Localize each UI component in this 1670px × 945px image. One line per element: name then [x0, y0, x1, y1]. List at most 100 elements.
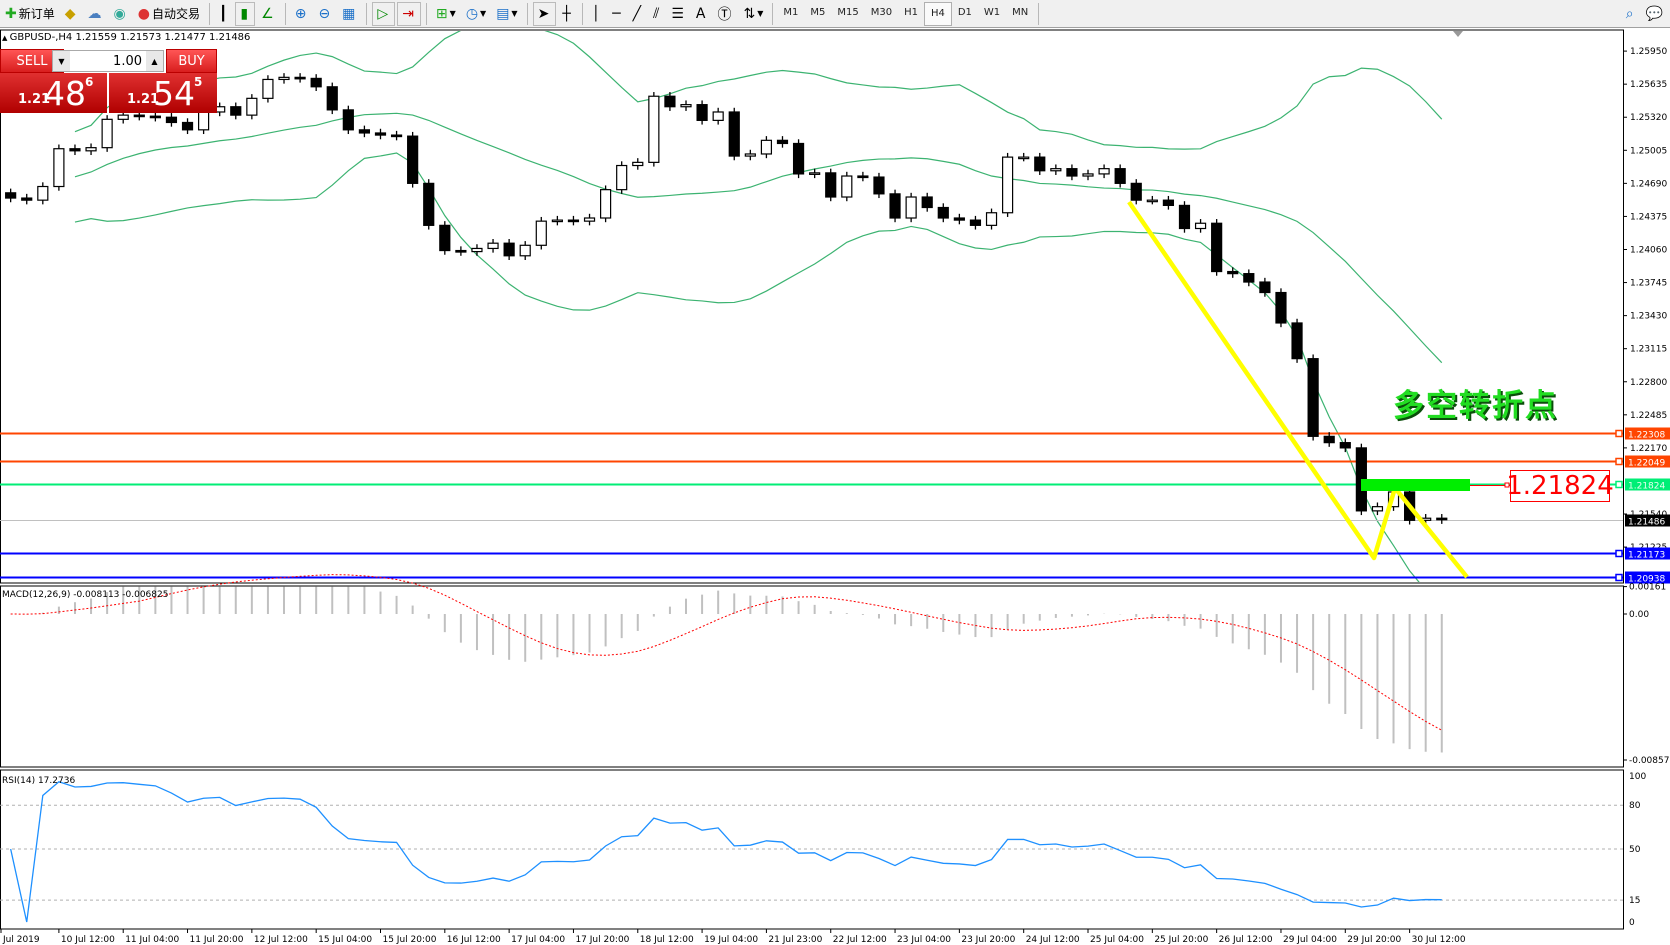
line-handle[interactable] — [1615, 480, 1623, 489]
vertical-line-button[interactable]: │ — [588, 2, 606, 26]
zoom-out-button[interactable]: ⊖ — [314, 2, 336, 26]
candle[interactable] — [1436, 517, 1448, 521]
line-handle[interactable] — [1615, 457, 1623, 466]
candle[interactable] — [1243, 273, 1255, 283]
candle[interactable] — [37, 185, 49, 201]
lot-size-input[interactable]: ▼ 1.00 ▲ — [52, 50, 164, 72]
timeframe-w1[interactable]: W1 — [983, 7, 1001, 18]
candle[interactable] — [69, 148, 81, 152]
candle[interactable] — [198, 111, 210, 131]
zoom-in-button[interactable]: ⊕ — [291, 2, 313, 26]
trendline-button[interactable]: ╱ — [629, 2, 647, 26]
candle[interactable] — [487, 242, 499, 250]
candle[interactable] — [583, 217, 596, 222]
candle[interactable] — [455, 249, 467, 253]
new-order-button[interactable]: ✚ 新订单 — [5, 5, 55, 22]
candle[interactable] — [728, 111, 740, 157]
candle[interactable] — [1371, 506, 1384, 512]
candle[interactable] — [1162, 199, 1175, 207]
candle[interactable] — [1066, 168, 1078, 177]
candle[interactable] — [921, 196, 933, 209]
candle[interactable] — [680, 104, 692, 108]
candle[interactable] — [857, 175, 869, 179]
periods-button[interactable]: ◷ ▼ — [462, 2, 490, 26]
candle[interactable] — [5, 192, 17, 199]
cursor-button[interactable]: ➤ — [532, 1, 557, 26]
candle[interactable] — [712, 111, 724, 121]
candle[interactable] — [1146, 199, 1158, 203]
lot-value[interactable]: 1.00 — [113, 53, 142, 69]
candle[interactable] — [519, 244, 531, 257]
arrows-button[interactable]: ⇅ ▼ — [739, 2, 767, 26]
candle[interactable] — [181, 121, 194, 131]
trend-line[interactable] — [1127, 200, 1469, 579]
candle[interactable] — [1259, 281, 1271, 294]
text-button[interactable]: A — [692, 2, 712, 26]
candle[interactable] — [342, 109, 354, 131]
candle[interactable] — [744, 153, 756, 157]
timeframe-m5[interactable]: M5 — [810, 7, 826, 18]
candle[interactable] — [953, 217, 965, 221]
candle[interactable] — [664, 95, 676, 108]
candle[interactable] — [374, 132, 387, 136]
search-button[interactable]: ⌕ — [1622, 2, 1640, 26]
candle[interactable] — [310, 77, 322, 88]
candle[interactable] — [873, 176, 885, 195]
candle[interactable] — [1194, 222, 1207, 230]
candle[interactable] — [246, 97, 258, 116]
reversal-point-annotation[interactable]: 多空转折点 — [1393, 388, 1558, 424]
buy-button[interactable]: BUY — [166, 49, 217, 73]
candle[interactable] — [1178, 204, 1191, 230]
bar-chart-button[interactable]: ┃ — [215, 2, 233, 26]
candle[interactable] — [760, 139, 773, 155]
navigator-button[interactable]: ☁ — [84, 2, 108, 26]
timeframe-m30[interactable]: M30 — [870, 7, 893, 18]
candle[interactable] — [278, 76, 290, 81]
crosshair-button[interactable]: ┼ — [558, 2, 576, 26]
candle[interactable] — [616, 164, 628, 191]
candle[interactable] — [53, 148, 65, 188]
signals-button[interactable]: ◉ — [110, 2, 132, 26]
candle[interactable] — [809, 172, 821, 175]
candle[interactable] — [1002, 156, 1014, 214]
candle[interactable] — [471, 247, 483, 253]
candle[interactable] — [776, 139, 789, 145]
line-handle[interactable] — [1615, 549, 1623, 558]
candle[interactable] — [1114, 168, 1126, 184]
candle[interactable] — [535, 220, 547, 246]
candle[interactable] — [985, 212, 998, 226]
line-handle[interactable] — [1615, 429, 1623, 438]
auto-scroll-button[interactable]: ▷ — [372, 1, 396, 26]
fibonacci-button[interactable]: ☰ — [667, 2, 690, 26]
line-chart-button[interactable]: ∠ — [257, 2, 280, 26]
candle[interactable] — [1339, 442, 1351, 449]
candle[interactable] — [825, 172, 837, 198]
horizontal-line-button[interactable]: ─ — [608, 2, 626, 26]
candle[interactable] — [841, 175, 853, 198]
sell-price[interactable]: 1.21 48 6 — [0, 73, 107, 113]
candle[interactable] — [1275, 291, 1287, 324]
chat-button[interactable]: 💬 — [1642, 2, 1669, 26]
candle[interactable] — [230, 106, 242, 116]
chart-shift-button[interactable]: ⇥ — [397, 1, 421, 26]
timeframe-mn[interactable]: MN — [1012, 7, 1029, 18]
reversal-zone-rectangle[interactable] — [1361, 479, 1470, 491]
candle[interactable] — [326, 86, 338, 111]
candle[interactable] — [1018, 156, 1030, 160]
candle[interactable] — [1098, 168, 1110, 175]
lot-increase-button[interactable]: ▲ — [146, 51, 163, 71]
candle[interactable] — [937, 206, 949, 219]
candle[interactable] — [632, 161, 644, 167]
candle[interactable] — [696, 104, 708, 121]
candle[interactable] — [1082, 173, 1094, 177]
candle[interactable] — [149, 115, 161, 119]
candle[interactable] — [423, 182, 435, 226]
candle[interactable] — [439, 224, 451, 252]
candle[interactable] — [133, 114, 145, 118]
candle[interactable] — [648, 95, 660, 163]
candle[interactable] — [905, 196, 917, 219]
market-watch-button[interactable]: ◆ — [61, 2, 82, 26]
candlestick-button[interactable]: ▮ — [235, 1, 256, 26]
channel-button[interactable]: ⫽ — [649, 2, 665, 26]
tile-windows-button[interactable]: ▦ — [338, 2, 361, 26]
